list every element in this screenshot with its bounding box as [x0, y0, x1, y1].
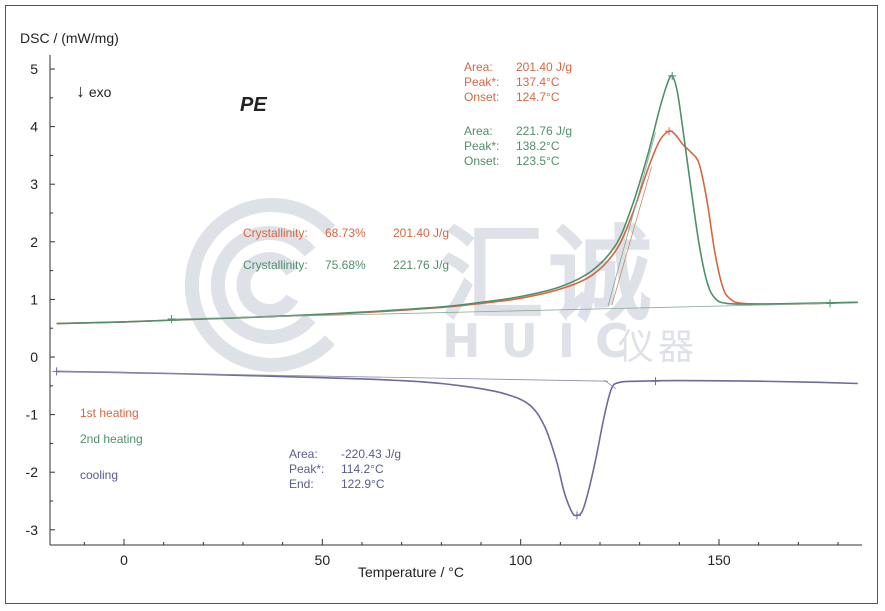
series-line-1 [56, 130, 858, 325]
heat2-onset: 123.5°C [516, 154, 560, 168]
heat2-area: 221.76 J/g [516, 124, 573, 138]
y-tick-label: -2 [26, 464, 39, 480]
legend-heating-1: 1st heating [80, 406, 139, 420]
x-tick-label: 150 [707, 552, 731, 568]
series-line-3 [56, 370, 858, 517]
exo-label: exo [88, 84, 112, 100]
peak-marker-cooling [572, 511, 581, 520]
onset-tangent-2 [607, 132, 656, 307]
annotation-heating-2: Area: 221.76 J/g Peak*: 138.2°C Onset: 123.… [464, 124, 573, 168]
y-tick-label: 5 [30, 61, 38, 77]
crystallinity-heating-2: Crystallinity: 75.68% 221.76 J/g [243, 258, 450, 272]
cool-peak: 114.2°C [341, 462, 384, 476]
annotation-heating-1: Area: 201.40 J/g Peak*: 137.4°C Onset: 124.… [464, 60, 573, 104]
cooling-start-marker [52, 367, 61, 376]
heat1-onset: 124.7°C [516, 90, 560, 104]
x-axis-label: Temperature / °C [358, 564, 464, 580]
cool-area: -220.43 J/g [341, 447, 402, 461]
legend-heating-2: 2nd heating [80, 432, 143, 446]
y-tick-label: 0 [30, 349, 38, 365]
heat1-area: 201.40 J/g [516, 60, 573, 74]
heating-baseline [171, 303, 831, 320]
heat2-peak: 138.2°C [516, 139, 560, 153]
end-tangent [603, 379, 617, 390]
heat1-peak: 137.4°C [516, 75, 560, 89]
onset-tangent-1 [611, 166, 652, 306]
y-tick-label: 1 [30, 291, 38, 307]
crystallinity-heating-1: Crystallinity: 68.73% 201.40 J/g [243, 226, 450, 240]
baseline-start-marker [167, 314, 176, 323]
baseline-end-marker [826, 299, 835, 308]
exo-indicator: ↓ exo [76, 81, 112, 101]
y-tick-label: 4 [30, 119, 38, 135]
annotation-cooling: Area: -220.43 J/g Peak*: 114.2°C End: 122.9… [289, 447, 402, 491]
cool-end: 122.9°C [341, 477, 385, 491]
cooling-baseline [56, 371, 608, 382]
y-tick-label: 2 [30, 234, 38, 250]
chart-title: PE [240, 94, 267, 116]
y-tick-label: 3 [30, 176, 38, 192]
x-tick-label: 0 [120, 552, 128, 568]
peak-marker-2 [668, 71, 677, 80]
cooling-end-marker [651, 377, 660, 386]
series-layer [56, 74, 858, 517]
x-tick-label: 100 [509, 552, 533, 568]
legend-cooling: cooling [80, 468, 119, 482]
baselines [52, 71, 835, 520]
x-tick-label: 50 [315, 552, 331, 568]
down-arrow-icon: ↓ [76, 81, 85, 101]
series-line-2 [56, 74, 858, 325]
y-tick-label: -1 [26, 407, 39, 423]
y-tick-label: -3 [26, 522, 39, 538]
peak-marker-1 [665, 127, 674, 136]
y-axis-label: DSC / (mW/mg) [20, 30, 119, 46]
